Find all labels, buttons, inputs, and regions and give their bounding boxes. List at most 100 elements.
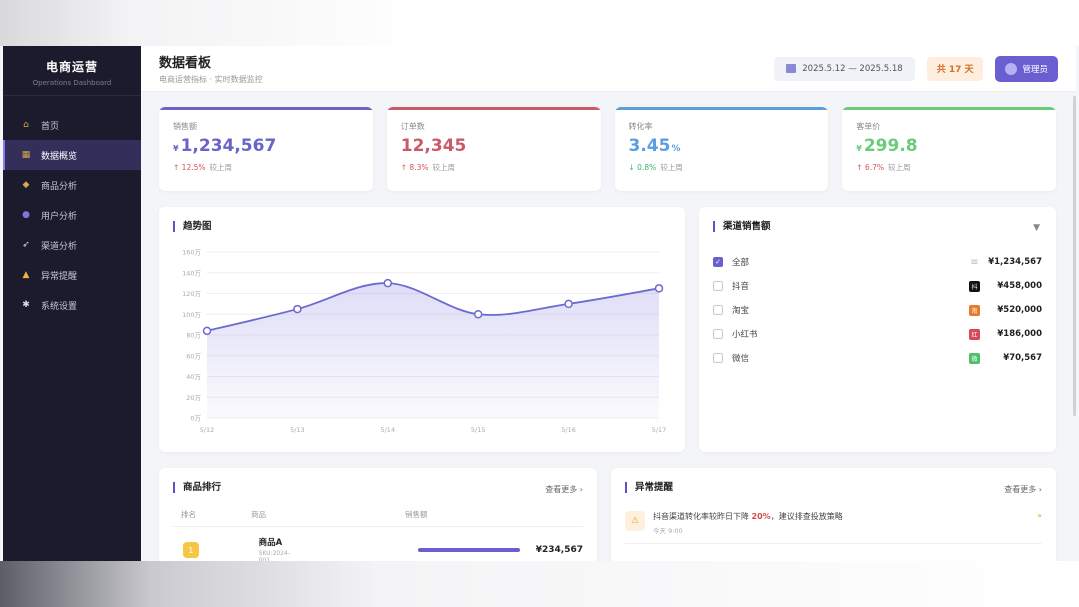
list-icon: ≡ — [970, 256, 979, 268]
x-tick-label: 5/12 — [200, 426, 215, 434]
x-tick-label: 5/13 — [290, 426, 305, 434]
admin-button[interactable]: 管理员 — [995, 55, 1058, 82]
channel-row[interactable]: 小红书 红 ¥186,000 — [713, 322, 1042, 346]
y-tick-label: 40万 — [186, 373, 201, 381]
home-icon: ⌂ — [23, 120, 29, 130]
browser-bottom-band — [0, 561, 1079, 607]
data-point — [202, 326, 212, 336]
y-tick-label: 120万 — [182, 290, 201, 298]
sidebar-item-home[interactable]: ⌂ 首页 — [3, 110, 141, 140]
page-header: 数据看板 电商运营指标 · 实时数据监控 2025.5.12 — 2025.5.… — [141, 46, 1076, 92]
brand: 电商运营 Operations Dashboard — [3, 46, 141, 96]
kpi-delta: ↑ 8.3% 较上周 — [400, 163, 455, 172]
alert-time: 今天 9:00 — [653, 527, 683, 535]
col-rank: 排名 — [181, 510, 196, 519]
trend-card: 趋势图 160万 140万 120万 100万 80万 60万 40万 20万 0万 5/12 5/… — [159, 207, 685, 452]
x-tick-label: 5/14 — [380, 426, 395, 434]
kpi-card-aov: 客单价 ¥299.8 ↑ 6.7% 较上周 — [842, 107, 1056, 191]
data-point — [473, 310, 483, 319]
gear-icon: ✱ — [22, 300, 30, 310]
sidebar-item-label: 数据概览 — [41, 151, 78, 162]
channel-label: 抖音 — [732, 282, 750, 292]
taobao-icon: 淘 — [969, 304, 980, 316]
xiaohongshu-icon: 红 — [969, 328, 980, 340]
data-point — [383, 278, 393, 288]
date-range-picker[interactable]: 2025.5.12 — 2025.5.18 — [774, 56, 915, 81]
kpi-card-orders: 订单数 12,345 ↑ 8.3% 较上周 — [386, 107, 601, 191]
product-sku: SKU:2024-001 — [258, 550, 291, 561]
ranking-more-link[interactable]: 查看更多 › — [545, 485, 583, 494]
brand-subtitle: Operations Dashboard — [32, 79, 112, 87]
brand-title: 电商运营 — [45, 60, 98, 74]
ranking-title: 商品排行 — [173, 482, 583, 493]
x-tick-label: 5/17 — [652, 426, 667, 434]
kpi-label: 订单数 — [400, 122, 425, 131]
charts-row: 趋势图 160万 140万 120万 100万 80万 60万 40万 20万 0万 5/12 5/… — [159, 207, 1056, 452]
alerts-more-link[interactable]: 查看更多 › — [1004, 485, 1042, 494]
kpi-card-sales: 销售额 ¥1,234,567 ↑ 12.5% 较上周 — [159, 107, 373, 191]
kpi-value: ¥299.8 — [856, 136, 918, 156]
page-title: 数据看板 — [159, 56, 212, 71]
channel-value: ¥520,000 — [997, 305, 1042, 315]
scrollbar[interactable] — [1073, 96, 1076, 416]
kpi-delta: ↑ 12.5% 较上周 — [173, 163, 232, 172]
kpi-value: ¥1,234,567 — [173, 136, 277, 156]
channel-label: 小红书 — [732, 330, 758, 340]
kpi-label: 转化率 — [628, 122, 653, 131]
sidebar-item-products[interactable]: ◆ 商品分析 — [3, 170, 141, 200]
sidebar-item-label: 系统设置 — [41, 301, 78, 312]
channel-row[interactable]: 微信 微 ¥70,567 — [713, 346, 1042, 370]
wechat-icon: 微 — [969, 352, 980, 364]
sidebar-item-settings[interactable]: ✱ 系统设置 — [3, 290, 141, 320]
sidebar-item-label: 首页 — [41, 121, 60, 132]
users-icon: ● — [22, 210, 30, 220]
avatar — [1005, 62, 1018, 75]
box-icon: ◆ — [22, 180, 30, 190]
sidebar-item-channels[interactable]: ➶ 渠道分析 — [3, 230, 141, 260]
product-cell: 商品A SKU:2024-001 — [259, 536, 301, 561]
sidebar-item-overview[interactable]: ▦ 数据概览 — [3, 140, 141, 170]
sidebar-item-label: 商品分析 — [41, 181, 78, 192]
warning-icon: ⚠ — [625, 511, 645, 531]
calendar-icon — [786, 64, 797, 73]
list-item[interactable]: ⚠ 抖音渠道转化率较昨日下降 20%，建议排查投放策略 今天 9:00 » — [625, 511, 1042, 544]
sidebar-item-users[interactable]: ● 用户分析 — [3, 200, 141, 230]
sidebar-nav: ⌂ 首页 ▦ 数据概览 ◆ 商品分析 ● 用户分析 ➶ 渠道分析 ▲ 异常提醒 — [3, 110, 141, 320]
channel-label: 淘宝 — [732, 306, 750, 316]
main-area: 数据看板 电商运营指标 · 实时数据监控 2025.5.12 — 2025.5.… — [141, 46, 1076, 561]
channel-checkbox[interactable] — [713, 281, 723, 291]
sidebar-item-label: 用户分析 — [41, 211, 78, 222]
header-actions: 2025.5.12 — 2025.5.18 共 17 天 管理员 — [774, 55, 1058, 82]
y-tick-label: 0万 — [190, 415, 201, 423]
data-point — [564, 299, 573, 309]
y-tick-label: 80万 — [186, 332, 201, 340]
y-tick-label: 140万 — [182, 269, 201, 277]
kpi-value: 3.45% — [628, 136, 681, 156]
channel-label: 全部 — [732, 258, 750, 268]
area-fill — [207, 283, 659, 418]
y-tick-label: 60万 — [186, 352, 201, 360]
ranking-card: 商品排行 查看更多 › 排名 商品 销售额 1 商品A SKU:2024-001 — [159, 468, 597, 561]
alerts-title: 异常提醒 — [625, 482, 1042, 493]
series-line — [206, 282, 660, 332]
trend-title: 趋势图 — [173, 221, 671, 232]
table-row[interactable]: 1 商品A SKU:2024-001 ¥234,567 — [173, 536, 583, 561]
channel-checkbox[interactable] — [713, 305, 723, 315]
channel-checkbox[interactable] — [713, 329, 723, 339]
kpi-label: 销售额 — [173, 122, 197, 131]
channel-label: 微信 — [732, 354, 750, 364]
rank-badge: 1 — [183, 542, 199, 558]
channel-checkbox[interactable] — [713, 353, 723, 363]
bottom-row: 商品排行 查看更多 › 排名 商品 销售额 1 商品A SKU:2024-001 — [159, 468, 1056, 561]
channel-value: ¥186,000 — [997, 329, 1042, 339]
channel-row[interactable]: 抖音 抖 ¥458,000 — [713, 274, 1042, 298]
channel-row[interactable]: 淘宝 淘 ¥520,000 — [713, 298, 1042, 322]
filter-icon[interactable]: ▼ — [1033, 223, 1040, 233]
kpi-delta: ↑ 6.7% 较上周 — [856, 163, 911, 172]
y-tick-label: 100万 — [182, 311, 201, 319]
sidebar-item-alerts[interactable]: ▲ 异常提醒 — [3, 260, 141, 290]
channel-row[interactable]: ✓ 全部 ≡ ¥1,234,567 — [713, 250, 1042, 274]
app-window: 电商运营 Operations Dashboard ⌂ 首页 ▦ 数据概览 ◆ … — [3, 46, 1076, 561]
browser-top-band — [0, 0, 1079, 46]
channel-checkbox[interactable]: ✓ — [713, 257, 723, 267]
